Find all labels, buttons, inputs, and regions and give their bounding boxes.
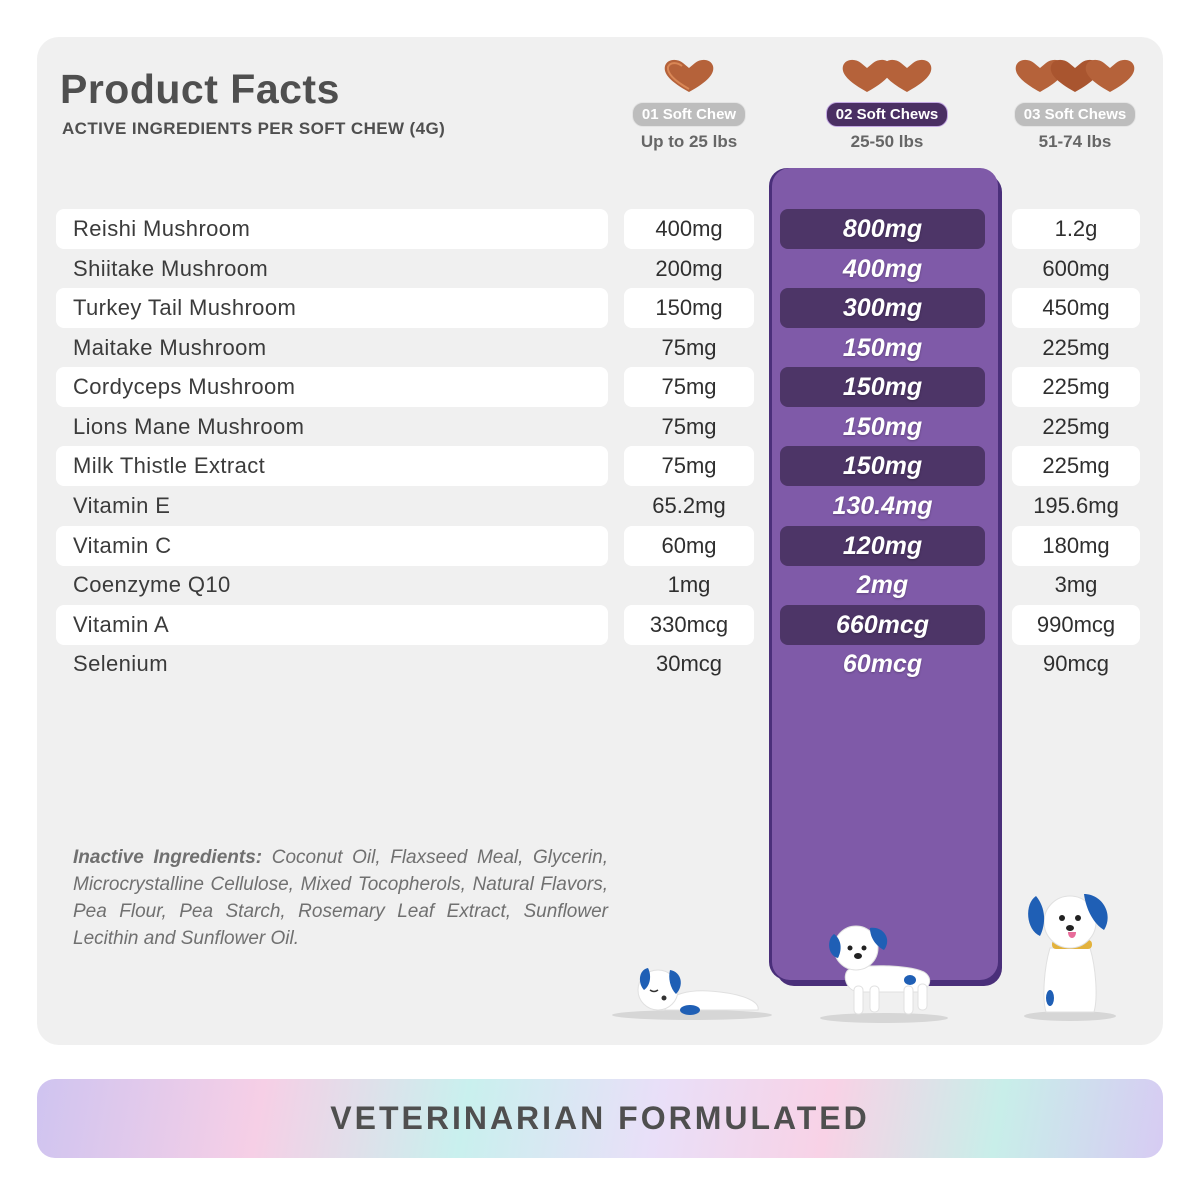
dose-1-value: 75mg xyxy=(661,414,717,439)
dose-header-2: 02 Soft Chews 25-50 lbs xyxy=(812,56,962,152)
dose-3-value: 90mcg xyxy=(1042,651,1110,676)
soft-chew-icon xyxy=(664,59,714,92)
page-subtitle: ACTIVE INGREDIENTS PER SOFT CHEW (4G) xyxy=(62,119,446,138)
dose-3-value: 180mg xyxy=(1012,526,1140,566)
dose-2-value: 150mg xyxy=(842,334,923,362)
table-row: Vitamin A 330mcg 660mcg 990mcg xyxy=(0,605,1200,645)
dose-2-value: 150mg xyxy=(780,446,985,486)
veterinarian-banner: VETERINARIAN FORMULATED xyxy=(37,1079,1163,1158)
dose-1-value: 30mcg xyxy=(655,651,723,676)
dose-2-value: 800mg xyxy=(780,209,985,249)
dose-1-value: 65.2mg xyxy=(652,493,726,518)
table-row: Vitamin C 60mg 120mg 180mg xyxy=(0,526,1200,566)
walking-dog-icon xyxy=(820,925,948,1023)
dose-3-value: 225mg xyxy=(1012,367,1140,407)
ingredient-name: Coenzyme Q10 xyxy=(73,572,231,597)
ingredient-name: Shiitake Mushroom xyxy=(73,256,269,281)
dose-3-value: 225mg xyxy=(1012,446,1140,486)
table-row: Turkey Tail Mushroom 150mg 300mg 450mg xyxy=(0,288,1200,328)
dose-3-value: 225mg xyxy=(1042,414,1110,439)
dose-3-value: 990mcg xyxy=(1012,605,1140,645)
table-row: Coenzyme Q10 1mg 2mg 3mg xyxy=(0,565,1200,605)
dose-1-value: 330mcg xyxy=(624,605,754,645)
ingredient-name: Reishi Mushroom xyxy=(56,209,608,249)
dose-2-value: 120mg xyxy=(780,526,985,566)
page-title: Product Facts xyxy=(60,66,340,112)
table-row: Cordyceps Mushroom 75mg 150mg 225mg xyxy=(0,367,1200,407)
dose-pill-1: 01 Soft Chew xyxy=(631,102,747,127)
table-row: Milk Thistle Extract 75mg 150mg 225mg xyxy=(0,446,1200,486)
ingredient-name: Maitake Mushroom xyxy=(73,335,267,360)
inactive-ingredients-label: Inactive Ingredients: xyxy=(73,847,263,868)
dose-3-value: 195.6mg xyxy=(1033,493,1119,518)
dose-2-value: 150mg xyxy=(842,413,923,441)
dose-weight-2: 25-50 lbs xyxy=(850,132,924,151)
dose-3-value: 450mg xyxy=(1012,288,1140,328)
dose-weight-1: Up to 25 lbs xyxy=(640,132,738,151)
table-row: Vitamin E 65.2mg 130.4mg 195.6mg xyxy=(0,486,1200,526)
sitting-dog-icon xyxy=(1024,894,1116,1021)
ingredient-name: Milk Thistle Extract xyxy=(56,446,608,486)
dose-2-value: 130.4mg xyxy=(832,492,933,520)
dose-2-value: 2mg xyxy=(856,571,909,599)
ingredient-name: Cordyceps Mushroom xyxy=(56,367,608,407)
dose-1-value: 75mg xyxy=(661,335,717,360)
table-row: Reishi Mushroom 400mg 800mg 1.2g xyxy=(0,209,1200,249)
dose-1-value: 75mg xyxy=(624,446,754,486)
dose-pill-2: 02 Soft Chews xyxy=(825,102,949,127)
ingredient-name: Vitamin C xyxy=(56,526,608,566)
ingredient-name: Lions Mane Mushroom xyxy=(73,414,305,439)
sleeping-dog-icon xyxy=(612,968,772,1020)
dose-header-1: 01 Soft Chew Up to 25 lbs xyxy=(614,56,764,152)
inactive-ingredients: Inactive Ingredients: Coconut Oil, Flaxs… xyxy=(73,844,608,952)
ingredient-name: Vitamin E xyxy=(73,493,171,518)
soft-chew-icon xyxy=(1015,59,1135,92)
dose-3-value: 225mg xyxy=(1042,335,1110,360)
dose-1-value: 150mg xyxy=(624,288,754,328)
dose-2-value: 400mg xyxy=(842,255,923,283)
dose-1-value: 400mg xyxy=(624,209,754,249)
table-row: Maitake Mushroom 75mg 150mg 225mg xyxy=(0,328,1200,368)
table-row: Shiitake Mushroom 200mg 400mg 600mg xyxy=(0,249,1200,289)
dose-pill-3: 03 Soft Chews xyxy=(1013,102,1137,127)
table-row: Lions Mane Mushroom 75mg 150mg 225mg xyxy=(0,407,1200,447)
dose-3-value: 1.2g xyxy=(1012,209,1140,249)
dose-2-value: 60mcg xyxy=(842,650,923,678)
dose-1-value: 75mg xyxy=(624,367,754,407)
dose-2-value: 300mg xyxy=(780,288,985,328)
dose-3-value: 3mg xyxy=(1054,572,1098,597)
table-row: Selenium 30mcg 60mcg 90mcg xyxy=(0,644,1200,684)
dose-header-3: 03 Soft Chews 51-74 lbs xyxy=(1000,56,1150,152)
dose-2-value: 150mg xyxy=(780,367,985,407)
ingredient-name: Vitamin A xyxy=(56,605,608,645)
soft-chew-icon xyxy=(842,59,932,92)
ingredient-name: Selenium xyxy=(73,651,168,676)
dose-1-value: 1mg xyxy=(667,572,711,597)
inactive-ingredients-text: Coconut Oil, Flaxseed Meal, Glycerin, Mi… xyxy=(73,847,608,949)
dose-2-value: 660mcg xyxy=(780,605,985,645)
ingredient-name: Turkey Tail Mushroom xyxy=(56,288,608,328)
dose-3-value: 600mg xyxy=(1042,256,1110,281)
dose-1-value: 200mg xyxy=(655,256,723,281)
dose-weight-3: 51-74 lbs xyxy=(1038,132,1112,151)
dose-1-value: 60mg xyxy=(624,526,754,566)
